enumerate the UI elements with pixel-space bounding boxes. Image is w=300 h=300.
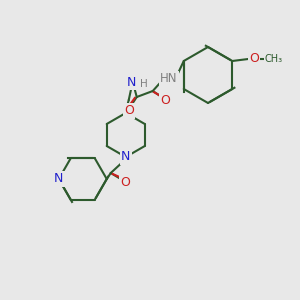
Text: N: N [127, 76, 136, 88]
Text: N: N [54, 172, 63, 185]
Text: H: H [140, 79, 148, 89]
Text: CH₃: CH₃ [264, 54, 282, 64]
Text: O: O [124, 104, 134, 118]
Text: N: N [121, 151, 130, 164]
Text: O: O [160, 94, 170, 107]
Text: O: O [120, 176, 130, 190]
Text: HN: HN [160, 73, 178, 85]
Text: O: O [249, 52, 259, 65]
